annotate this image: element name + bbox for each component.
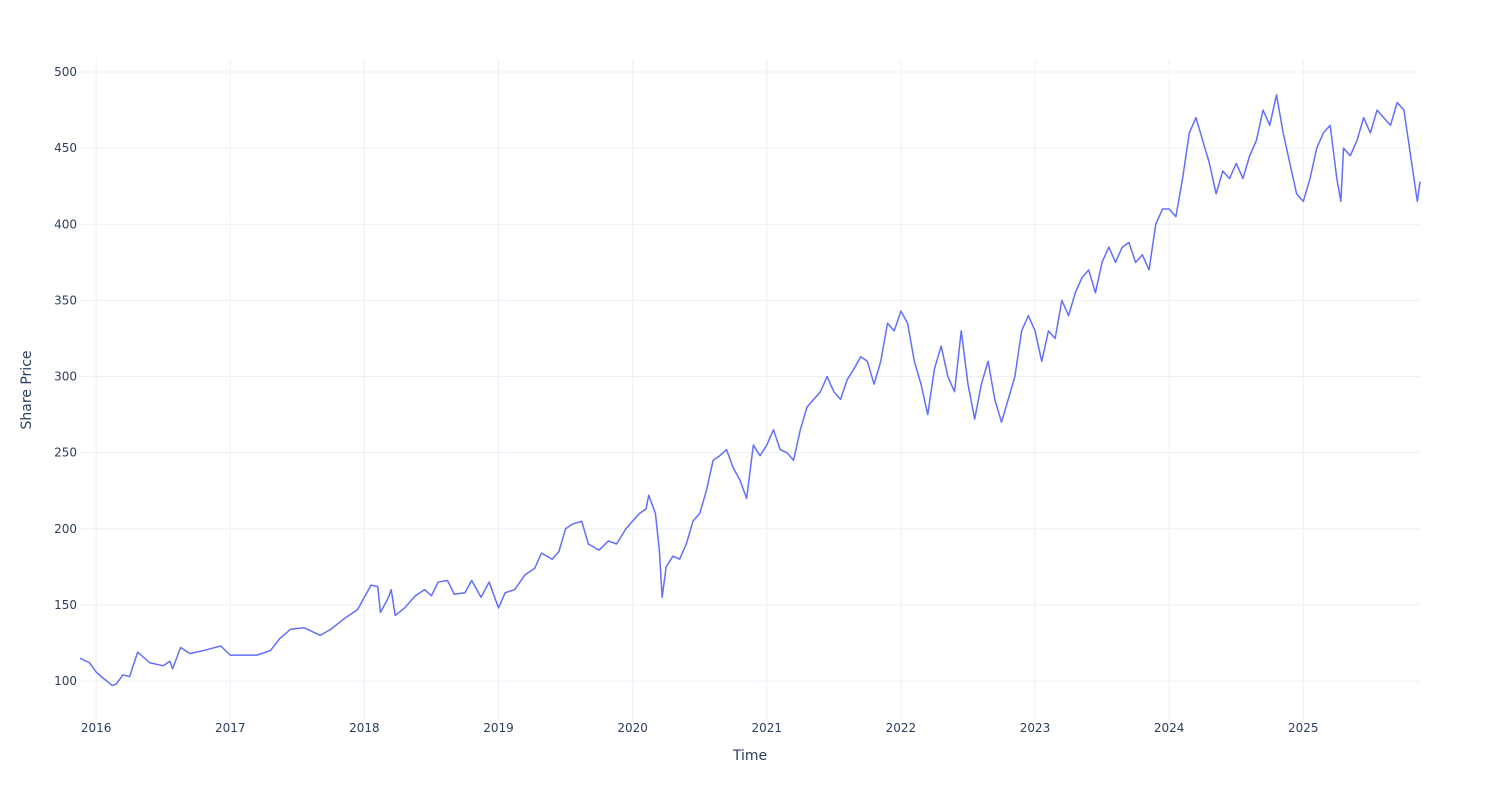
y-axis-title: Share Price bbox=[19, 350, 35, 429]
x-tick-label: 2024 bbox=[1154, 721, 1185, 735]
x-tick-label: 2022 bbox=[886, 721, 917, 735]
x-tick-label: 2017 bbox=[215, 721, 246, 735]
x-tick-label: 2018 bbox=[349, 721, 380, 735]
y-tick-label: 300 bbox=[54, 370, 77, 384]
y-tick-label: 150 bbox=[54, 598, 77, 612]
y-tick-label: 500 bbox=[54, 65, 77, 79]
series-line bbox=[79, 94, 1421, 687]
y-tick-label: 450 bbox=[54, 141, 77, 155]
x-tick-label: 2016 bbox=[81, 721, 112, 735]
x-axis-title: Time bbox=[732, 748, 767, 764]
y-tick-label: 200 bbox=[54, 522, 77, 536]
x-tick-label: 2020 bbox=[617, 721, 648, 735]
x-tick-label: 2025 bbox=[1288, 721, 1319, 735]
y-tick-label: 100 bbox=[54, 674, 77, 688]
y-tick-label: 400 bbox=[54, 217, 77, 231]
x-tick-label: 2023 bbox=[1020, 721, 1051, 735]
x-tick-label: 2021 bbox=[751, 721, 782, 735]
x-tick-label: 2019 bbox=[483, 721, 514, 735]
y-tick-label: 350 bbox=[54, 293, 77, 307]
y-tick-label: 250 bbox=[54, 446, 77, 460]
